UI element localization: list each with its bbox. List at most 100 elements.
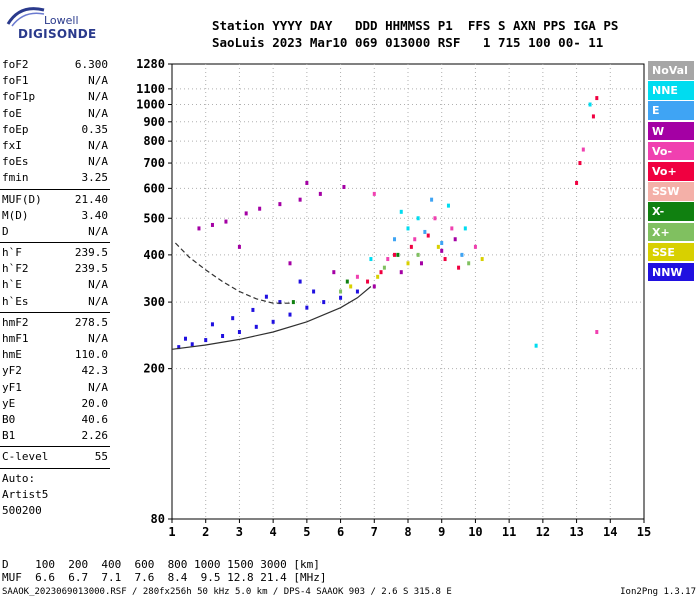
param-name: hmF2 bbox=[2, 315, 29, 329]
data-point bbox=[575, 180, 579, 185]
x-tick-label: 3 bbox=[236, 525, 243, 539]
data-point bbox=[237, 244, 241, 249]
data-point bbox=[312, 289, 316, 294]
param-name: h`E bbox=[2, 278, 22, 292]
x-tick-label: 12 bbox=[536, 525, 550, 539]
param-row: yF2 42.3 bbox=[0, 363, 110, 379]
data-point bbox=[288, 312, 292, 317]
param-value: N/A bbox=[88, 278, 108, 292]
data-point bbox=[440, 241, 444, 246]
param-row: h`F 239.5 bbox=[0, 245, 110, 261]
data-point bbox=[271, 319, 275, 324]
header-line1: Station YYYY DAY DDD HHMMSS P1 FFS S AXN… bbox=[212, 18, 619, 33]
param-value: 110.0 bbox=[74, 348, 108, 362]
param-row: hmF1 N/A bbox=[0, 331, 110, 347]
auto-line: Artist5 bbox=[2, 487, 49, 501]
data-point bbox=[416, 216, 420, 221]
param-row: fxI N/A bbox=[0, 138, 110, 154]
data-point bbox=[433, 216, 437, 221]
separator bbox=[0, 446, 110, 448]
logo: Lowell DIGISONDE bbox=[6, 4, 96, 44]
distance-row: D 100 200 400 600 800 1000 1500 3000 [km… bbox=[2, 558, 320, 571]
param-name: fmin bbox=[2, 171, 29, 185]
y-tick-label: 400 bbox=[143, 248, 165, 262]
data-point bbox=[298, 279, 302, 284]
param-row: foEs N/A bbox=[0, 154, 110, 170]
param-value: 6.300 bbox=[74, 58, 108, 71]
param-row: hmF2 278.5 bbox=[0, 315, 110, 331]
param-row: M(D) 3.40 bbox=[0, 208, 110, 224]
param-name: C-level bbox=[2, 450, 49, 464]
param-row: B1 2.26 bbox=[0, 428, 110, 444]
param-value: 21.40 bbox=[74, 192, 108, 206]
header-line2: SaoLuis 2023 Mar10 069 013000 RSF 1 715 … bbox=[212, 35, 604, 50]
data-point bbox=[349, 284, 353, 289]
param-name: foF2 bbox=[2, 58, 29, 71]
x-tick-label: 9 bbox=[438, 525, 445, 539]
y-tick-label: 300 bbox=[143, 295, 165, 309]
data-point bbox=[396, 252, 400, 257]
y-tick-label: 1000 bbox=[136, 98, 165, 112]
param-row: foE N/A bbox=[0, 106, 110, 122]
data-point bbox=[210, 322, 214, 327]
data-point bbox=[379, 270, 383, 275]
param-name: MUF(D) bbox=[2, 192, 42, 206]
param-value: 55 bbox=[94, 450, 108, 464]
data-point bbox=[534, 343, 538, 348]
data-point bbox=[399, 270, 403, 275]
data-point bbox=[372, 191, 376, 196]
data-point bbox=[190, 342, 194, 347]
logo-line2: DIGISONDE bbox=[18, 27, 97, 41]
data-point bbox=[588, 102, 592, 107]
y-tick-label: 80 bbox=[151, 512, 165, 526]
param-name: foEp bbox=[2, 122, 29, 136]
param-name: h`Es bbox=[2, 294, 29, 308]
param-name: yF1 bbox=[2, 380, 22, 394]
data-point bbox=[443, 257, 447, 262]
param-value: N/A bbox=[88, 155, 108, 169]
data-point bbox=[430, 197, 434, 202]
data-point bbox=[399, 209, 403, 214]
legend-item: NoVal bbox=[648, 61, 694, 80]
x-tick-label: 2 bbox=[202, 525, 209, 539]
data-point bbox=[305, 180, 309, 185]
param-name: hmF1 bbox=[2, 332, 29, 345]
separator bbox=[0, 242, 110, 244]
x-tick-label: 11 bbox=[502, 525, 516, 539]
legend-item: NNE bbox=[648, 81, 694, 100]
data-point bbox=[578, 161, 582, 166]
data-point bbox=[355, 289, 359, 294]
data-point bbox=[423, 229, 427, 234]
data-point bbox=[446, 203, 450, 208]
data-point bbox=[382, 265, 386, 270]
logo-swoosh-icon bbox=[6, 7, 45, 27]
param-name: hmE bbox=[2, 348, 22, 362]
param-name: B0 bbox=[2, 412, 16, 426]
auto-line: 500200 bbox=[2, 503, 42, 517]
param-name: h`F bbox=[2, 246, 22, 260]
param-value: 0.35 bbox=[81, 122, 109, 136]
param-name: h`F2 bbox=[2, 262, 29, 276]
data-point bbox=[305, 305, 309, 310]
param-value: 42.3 bbox=[81, 364, 109, 378]
data-point bbox=[339, 289, 343, 294]
param-name: yF2 bbox=[2, 364, 22, 378]
param-name: foF1p bbox=[2, 90, 36, 104]
param-name: M(D) bbox=[2, 208, 29, 222]
data-point bbox=[197, 226, 201, 231]
data-point bbox=[204, 338, 208, 343]
param-row: foEp 0.35 bbox=[0, 122, 110, 138]
separator bbox=[0, 188, 110, 190]
legend-item: E bbox=[648, 101, 694, 120]
auto-line: Auto: bbox=[2, 471, 36, 485]
param-row: hmE 110.0 bbox=[0, 347, 110, 363]
data-point bbox=[440, 248, 444, 253]
data-point bbox=[460, 252, 464, 257]
footer-left: SAAOK_2023069013000.RSF / 280fx256h 50 k… bbox=[2, 587, 452, 597]
data-point bbox=[177, 345, 181, 350]
data-point bbox=[393, 237, 397, 242]
data-point bbox=[463, 226, 467, 231]
param-value: N/A bbox=[88, 138, 108, 152]
y-tick-label: 600 bbox=[143, 181, 165, 195]
